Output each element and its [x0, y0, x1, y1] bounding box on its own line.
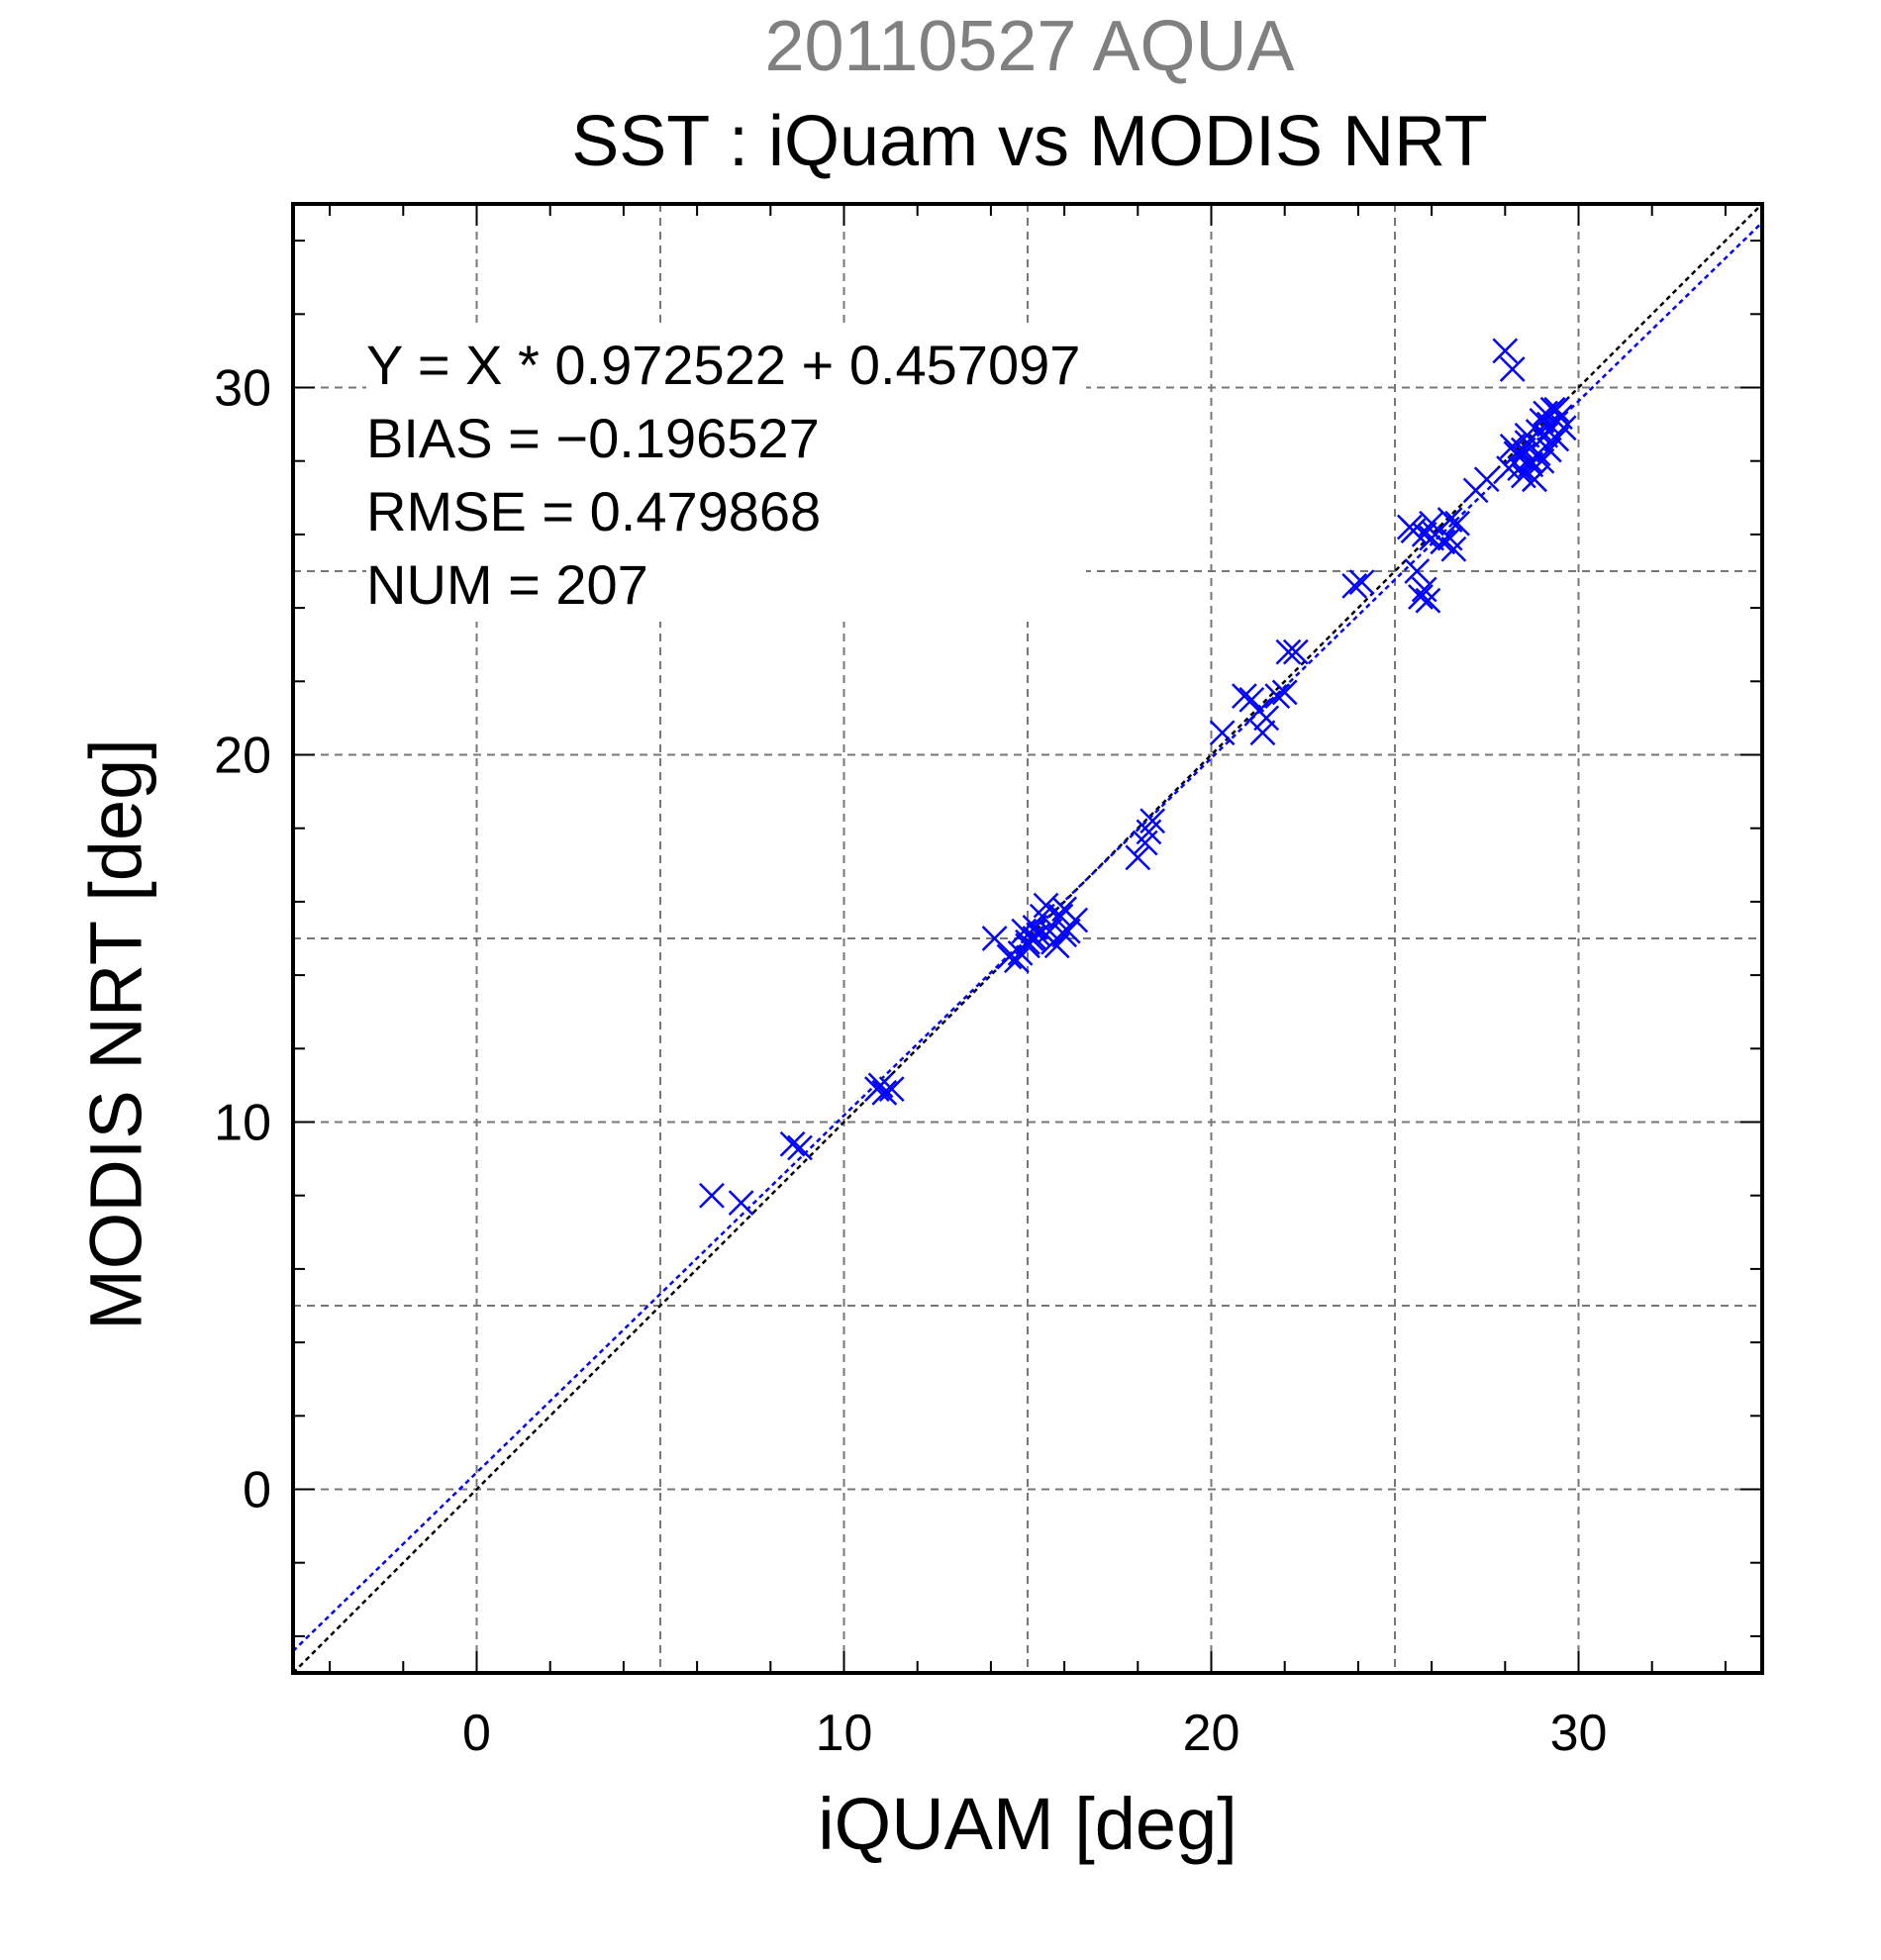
statistics-box: Y = X * 0.972522 + 0.457097 BIAS = −0.19…: [366, 329, 1087, 622]
chart-title: 20110527 AQUA: [764, 7, 1295, 86]
data-point: [1492, 338, 1519, 364]
data-point: [779, 1130, 806, 1157]
plot-frame: [291, 202, 1764, 1675]
data-point: [871, 1079, 898, 1106]
rmse-value: RMSE = 0.479868: [366, 480, 822, 542]
data-points: [699, 338, 1577, 1217]
plot-border: [291, 202, 1764, 1675]
data-point: [1125, 844, 1151, 871]
data-point: [1550, 415, 1577, 441]
y-tick-label: 20: [214, 728, 271, 785]
data-point: [1264, 683, 1291, 710]
data-point: [1282, 638, 1309, 665]
identity-line: [292, 203, 1763, 1674]
data-point: [1499, 356, 1526, 382]
data-point: [1444, 510, 1470, 537]
chart-subtitle: SST : iQuam vs MODIS NRT: [571, 102, 1488, 181]
data-point: [1238, 686, 1265, 713]
data-point: [1040, 929, 1066, 955]
sample-count: NUM = 207: [366, 553, 648, 616]
data-point: [1400, 518, 1427, 544]
data-point: [728, 1190, 754, 1217]
y-tick-label: 30: [214, 360, 271, 418]
data-point: [1209, 720, 1236, 746]
data-point: [1408, 584, 1434, 610]
y-tick-label: 10: [214, 1095, 271, 1152]
data-point: [1507, 444, 1534, 470]
y-axis-label: MODIS NRT [deg]: [74, 738, 157, 1330]
data-point: [867, 1072, 894, 1099]
data-point: [1473, 466, 1500, 493]
data-point: [1022, 914, 1048, 940]
regression-equation: Y = X * 0.972522 + 0.457097: [366, 334, 1081, 396]
regression-line: [292, 221, 1763, 1652]
x-tick-label: 30: [1550, 1705, 1608, 1762]
bias-value: BIAS = −0.196527: [366, 407, 820, 469]
data-point: [1348, 569, 1375, 596]
data-point: [1341, 572, 1368, 599]
data-point: [1419, 525, 1444, 551]
grid-lines: [293, 204, 1762, 1673]
data-point: [1051, 896, 1077, 923]
axis-ticks: 0 10 20 30 0 10 20 30: [214, 204, 1762, 1762]
data-point: [699, 1182, 725, 1209]
data-point: [1518, 451, 1544, 478]
data-point: [1411, 576, 1437, 603]
data-point: [787, 1134, 813, 1161]
data-point: [1249, 720, 1276, 746]
data-point: [1271, 679, 1298, 706]
data-point: [1436, 525, 1463, 551]
data-point: [1404, 558, 1431, 584]
data-point: [1275, 638, 1302, 665]
data-point: [1054, 918, 1081, 944]
x-axis-label: iQUAM [deg]: [818, 1783, 1238, 1865]
data-point: [1533, 422, 1558, 448]
y-tick-label: 0: [243, 1462, 271, 1519]
data-point: [1015, 929, 1040, 955]
x-tick-label: 10: [816, 1705, 873, 1762]
data-point: [981, 926, 1008, 951]
data-point: [1003, 947, 1030, 974]
x-tick-label: 0: [462, 1705, 491, 1762]
data-point: [1543, 396, 1570, 423]
data-point: [1253, 705, 1280, 732]
reference-lines: [292, 203, 1763, 1674]
x-tick-label: 20: [1183, 1705, 1240, 1762]
data-point: [1136, 819, 1162, 845]
